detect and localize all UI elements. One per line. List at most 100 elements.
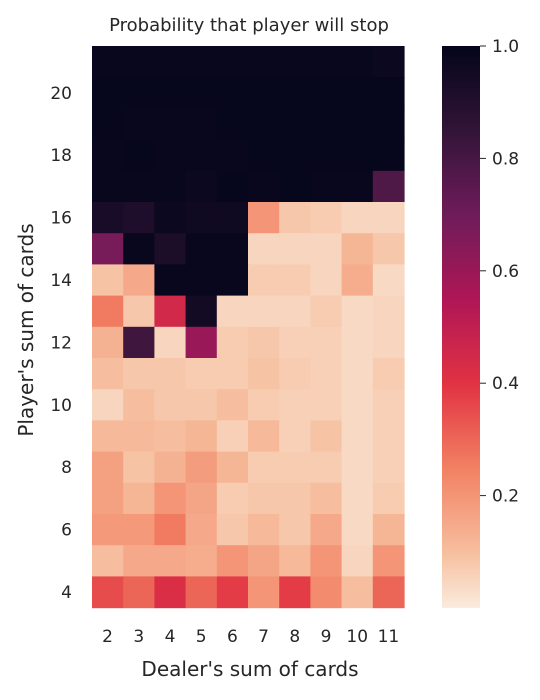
heatmap-cell [248, 77, 280, 109]
heatmap-cell [216, 326, 249, 359]
heatmap-cell [341, 264, 374, 297]
heatmap-cell [279, 202, 311, 234]
y-axis-label: Player's sum of cards [14, 223, 38, 436]
heatmap-cell [310, 139, 343, 172]
heatmap-cell [92, 514, 124, 546]
heatmap-cell [123, 46, 155, 78]
heatmap-cell [154, 545, 187, 577]
heatmap-cell [92, 108, 124, 141]
y-tick-label: 20 [50, 84, 72, 104]
x-tick-label: 11 [378, 627, 400, 647]
heatmap-cell [185, 108, 218, 141]
heatmap-cell [310, 46, 343, 78]
heatmap-cell [123, 514, 155, 546]
heatmap-cell [248, 576, 280, 609]
heatmap-cell [216, 420, 249, 453]
heatmap-cell [123, 202, 155, 234]
heatmap-cell [185, 420, 218, 453]
heatmap-cell [248, 326, 280, 359]
heatmap-cell [216, 139, 249, 172]
heatmap-cell [154, 451, 187, 484]
heatmap-cell [279, 295, 311, 328]
heatmap-cell [185, 389, 218, 421]
colorbar [442, 46, 480, 608]
heatmap-cell [154, 46, 187, 78]
heatmap-cell [216, 358, 249, 390]
heatmap-cell [185, 451, 218, 484]
x-tick-label: 6 [227, 627, 238, 647]
heatmap-cell [216, 46, 249, 78]
colorbar-tick-label: 0.6 [492, 262, 519, 282]
heatmap-cell [154, 264, 187, 297]
x-tick-label: 8 [289, 627, 300, 647]
colorbar-tick-label: 0.2 [492, 487, 519, 507]
heatmap-cell [185, 514, 218, 546]
colorbar-ticks: 0.2 0.4 0.6 0.8 1.0 [480, 37, 519, 507]
heatmap-cell [341, 482, 374, 515]
heatmap-cell [216, 77, 249, 109]
heatmap-cell [123, 482, 155, 515]
heatmap-cell [248, 451, 280, 484]
heatmap-cell [216, 451, 249, 484]
heatmap-cell [279, 545, 311, 577]
heatmap-cell [248, 108, 280, 141]
heatmap-cell [372, 46, 405, 78]
heatmap-cell [216, 514, 249, 546]
heatmap-cell [310, 108, 343, 141]
heatmap-cell [310, 451, 343, 484]
heatmap-cell [372, 77, 405, 109]
heatmap-cell [92, 326, 124, 359]
colorbar-tick-label: 0.8 [492, 149, 519, 169]
heatmap-cell [216, 576, 249, 609]
heatmap-cell [279, 514, 311, 546]
heatmap-cell [279, 139, 311, 172]
heatmap-cell [372, 358, 405, 390]
heatmap-cell [279, 389, 311, 421]
heatmap-cell [92, 389, 124, 421]
heatmap-cell [123, 545, 155, 577]
heatmap-cell [372, 264, 405, 297]
heatmap-cell [216, 108, 249, 141]
heatmap-cell [185, 482, 218, 515]
heatmap-cell [310, 326, 343, 359]
heatmap-cell [341, 545, 374, 577]
heatmap-cell [185, 170, 218, 203]
heatmap-cell [341, 358, 374, 390]
heatmap-cell [123, 326, 155, 359]
heatmap-cell [92, 170, 124, 203]
heatmap-cell [123, 576, 155, 609]
heatmap-cell [154, 576, 187, 609]
x-tick-label: 10 [346, 627, 368, 647]
heatmap-cell [248, 389, 280, 421]
heatmap-cell [372, 295, 405, 328]
heatmap-cell [92, 46, 124, 78]
heatmap-cell [123, 389, 155, 421]
heatmap-cell [341, 420, 374, 453]
y-tick-label: 12 [50, 333, 72, 353]
heatmap-cell [185, 295, 218, 328]
heatmap-cell [341, 108, 374, 141]
heatmap-cell [185, 264, 218, 297]
heatmap-cell [279, 576, 311, 609]
heatmap-cell [154, 420, 187, 453]
x-axis-ticks: 2 3 4 5 6 7 8 9 10 11 [102, 627, 399, 647]
x-tick-label: 3 [133, 627, 144, 647]
heatmap-cell [372, 545, 405, 577]
heatmap-cell [154, 108, 187, 141]
heatmap-cell [216, 482, 249, 515]
heatmap-cell [248, 170, 280, 203]
heatmap-cell [248, 545, 280, 577]
heatmap-cell [248, 482, 280, 515]
heatmap-cell [216, 202, 249, 234]
heatmap-cell [279, 420, 311, 453]
heatmap-cell [123, 295, 155, 328]
heatmap-cell [154, 202, 187, 234]
heatmap-cell [185, 326, 218, 359]
heatmap-cell [123, 77, 155, 109]
y-tick-label: 10 [50, 396, 72, 416]
heatmap-cell [185, 77, 218, 109]
heatmap-cell [185, 358, 218, 390]
heatmap-cell [341, 46, 374, 78]
heatmap-cell [341, 326, 374, 359]
